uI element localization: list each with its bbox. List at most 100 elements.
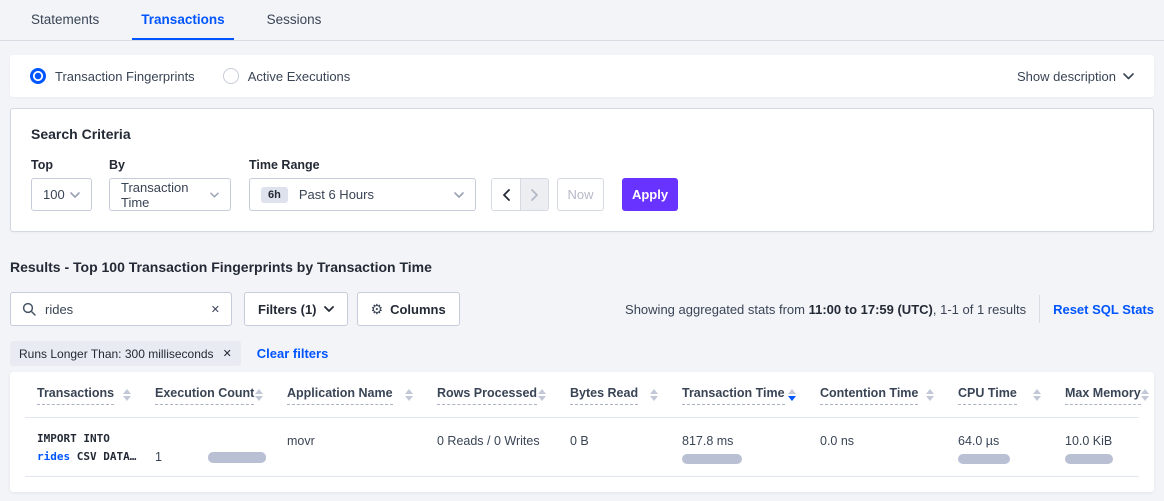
search-criteria-title: Search Criteria xyxy=(31,126,131,142)
column-header-label: Application Name xyxy=(287,386,393,405)
sort-icon[interactable] xyxy=(405,386,413,401)
clear-search-icon[interactable]: ✕ xyxy=(210,303,220,316)
chevron-down-icon xyxy=(210,191,219,198)
tab-statements[interactable]: Statements xyxy=(31,12,100,27)
column-header-execution-count[interactable]: Execution Count xyxy=(155,386,287,405)
column-header-label: Contention Time xyxy=(820,386,919,405)
tab-sessions[interactable]: Sessions xyxy=(266,12,322,27)
sort-icon[interactable] xyxy=(1140,386,1149,401)
by-select[interactable]: Transaction Time xyxy=(109,178,231,211)
table-row: IMPORT INTO rides CSV DATA… 1 movr 0 Rea… xyxy=(25,418,1139,477)
gear-icon: ⚙ xyxy=(370,301,384,317)
cell-transaction-fingerprint[interactable]: IMPORT INTO rides CSV DATA… xyxy=(37,418,155,476)
column-header-transaction-time[interactable]: Transaction Time xyxy=(682,386,820,405)
column-header-label: Bytes Read xyxy=(570,386,639,405)
search-box: ✕ xyxy=(10,292,232,326)
search-icon xyxy=(22,302,36,316)
aggregated-stats-text: Showing aggregated stats from 11:00 to 1… xyxy=(625,302,1026,317)
results-toolbar: ✕ Filters (1) ⚙ Columns Showing aggregat… xyxy=(10,292,1154,326)
sort-icon[interactable] xyxy=(1033,386,1041,401)
next-time-button[interactable] xyxy=(520,179,548,210)
cell-cpu-time: 64.0 µs xyxy=(958,418,1065,476)
column-header-bytes-read[interactable]: Bytes Read xyxy=(570,386,682,405)
time-step-group xyxy=(491,178,549,211)
time-range-value: Past 6 Hours xyxy=(298,187,374,202)
column-header-label: Max Memory xyxy=(1065,386,1141,405)
column-header-application-name[interactable]: Application Name xyxy=(287,386,437,405)
search-criteria-panel: Search Criteria Top 100 By Transaction T… xyxy=(10,108,1154,232)
sql-line: IMPORT INTO xyxy=(37,432,110,445)
cpu-time-value: 64.0 µs xyxy=(958,434,1000,448)
execution-count-bar xyxy=(207,451,266,463)
filters-button[interactable]: Filters (1) xyxy=(244,292,348,326)
active-filters-row: Runs Longer Than: 300 milliseconds ✕ Cle… xyxy=(10,341,328,366)
top-select[interactable]: 100 xyxy=(31,178,92,211)
radio-active-executions[interactable]: Active Executions xyxy=(222,68,351,84)
show-description-toggle[interactable]: Show description xyxy=(1017,69,1134,84)
now-button[interactable]: Now xyxy=(557,178,604,211)
previous-time-button[interactable] xyxy=(492,179,520,210)
top-select-value: 100 xyxy=(43,187,65,202)
cell-bytes-read: 0 B xyxy=(570,434,589,448)
chevron-down-icon xyxy=(323,306,334,312)
apply-button[interactable]: Apply xyxy=(622,178,678,211)
column-header-label: Execution Count xyxy=(155,386,255,405)
execution-count-value: 1 xyxy=(155,450,162,464)
transaction-time-value: 817.8 ms xyxy=(682,434,734,448)
sort-icon[interactable] xyxy=(538,386,546,401)
view-mode-bar: Transaction Fingerprints Active Executio… xyxy=(10,55,1154,97)
filter-chip-label: Runs Longer Than: 300 milliseconds xyxy=(19,346,214,361)
by-label: By xyxy=(109,158,125,172)
radio-transaction-fingerprints[interactable]: Transaction Fingerprints xyxy=(30,68,195,84)
time-range-badge: 6h xyxy=(261,186,288,203)
column-header-label: CPU Time xyxy=(958,386,1017,405)
column-header-max-memory[interactable]: Max Memory xyxy=(1065,386,1154,405)
column-header-cpu-time[interactable]: CPU Time xyxy=(958,386,1065,405)
columns-button[interactable]: ⚙ Columns xyxy=(356,292,460,326)
transaction-time-bar xyxy=(682,454,742,464)
vertical-divider xyxy=(1039,295,1041,323)
remove-filter-icon[interactable]: ✕ xyxy=(222,348,232,360)
columns-button-label: Columns xyxy=(390,301,446,317)
stats-prefix: Showing aggregated stats from xyxy=(625,301,809,317)
table-name-link[interactable]: rides xyxy=(37,450,71,463)
reset-sql-stats-link[interactable]: Reset SQL Stats xyxy=(1053,301,1154,317)
column-header-contention-time[interactable]: Contention Time xyxy=(820,386,958,405)
sort-icon[interactable] xyxy=(255,386,263,401)
filter-chip: Runs Longer Than: 300 milliseconds ✕ xyxy=(10,341,241,366)
sort-icon[interactable] xyxy=(123,386,131,401)
radio-option-label: Transaction Fingerprints xyxy=(55,68,195,84)
search-input[interactable] xyxy=(45,301,211,317)
max-memory-value: 10.0 KiB xyxy=(1065,434,1113,448)
cell-application-name: movr xyxy=(287,434,315,448)
sort-icon[interactable] xyxy=(650,386,658,401)
cell-max-memory: 10.0 KiB xyxy=(1065,418,1139,476)
results-table: Transactions Execution Count Application… xyxy=(10,372,1154,492)
chevron-down-icon xyxy=(70,191,80,198)
sql-line-rest: CSV DATA… xyxy=(70,450,137,463)
cell-execution-count: 1 xyxy=(155,418,287,476)
radio-option-label: Active Executions xyxy=(247,68,351,84)
by-select-value: Transaction Time xyxy=(121,179,189,210)
sort-icon[interactable] xyxy=(926,386,934,401)
cell-contention-time: 0.0 ns xyxy=(820,434,855,448)
cpu-time-bar xyxy=(958,454,1010,464)
chevron-right-icon xyxy=(531,188,538,201)
radio-selected-icon xyxy=(30,68,46,84)
sql-line: rides CSV DATA… xyxy=(37,448,155,466)
column-header-transactions[interactable]: Transactions xyxy=(37,386,155,405)
results-heading: Results - Top 100 Transaction Fingerprin… xyxy=(10,259,432,275)
top-label: Top xyxy=(31,158,53,172)
time-range-select[interactable]: 6h Past 6 Hours xyxy=(249,178,476,211)
radio-unselected-icon xyxy=(222,68,239,84)
table-header-row: Transactions Execution Count Application… xyxy=(25,372,1149,418)
clear-filters-link[interactable]: Clear filters xyxy=(256,346,329,361)
time-range-label: Time Range xyxy=(249,158,320,172)
sort-icon-active-desc[interactable] xyxy=(788,386,796,401)
show-description-label: Show description xyxy=(1017,68,1116,84)
chevron-left-icon xyxy=(502,188,510,201)
tab-transactions[interactable]: Transactions xyxy=(132,0,234,40)
column-header-rows-processed[interactable]: Rows Processed xyxy=(437,386,570,405)
column-header-label: Transaction Time xyxy=(682,386,785,405)
chevron-down-icon xyxy=(454,191,464,198)
